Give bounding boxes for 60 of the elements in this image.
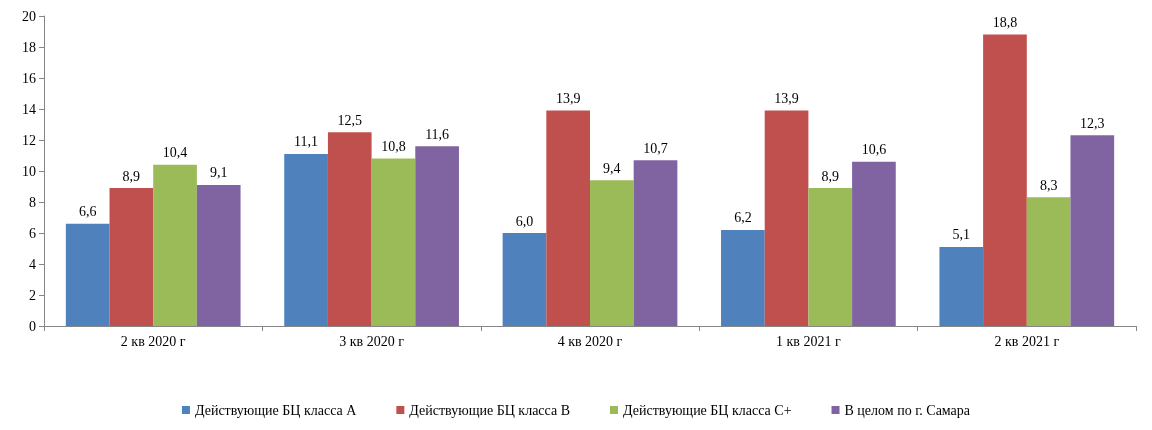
legend-label: Действующие БЦ класса В: [409, 402, 570, 418]
data-label: 8,9: [122, 168, 141, 184]
data-label: 12,3: [1080, 115, 1105, 131]
y-tick-label: 18: [22, 39, 36, 55]
data-label: 10,4: [162, 145, 188, 161]
legend-label: В целом по г. Самара: [844, 402, 971, 418]
bar: [983, 34, 1027, 326]
data-label: 8,3: [1039, 177, 1058, 193]
bar: [196, 184, 241, 326]
data-label: 18,8: [992, 15, 1018, 31]
bar: [721, 229, 765, 326]
data-label: 8,9: [821, 168, 839, 184]
bar: [939, 246, 984, 326]
y-tick-label: 10: [22, 163, 36, 179]
bar: [502, 233, 547, 326]
data-label: 9,1: [209, 165, 228, 181]
y-tick-label: 16: [22, 70, 36, 86]
legend-label: Действующие БЦ класса С+: [623, 402, 792, 418]
x-tick-label: 3 кв 2020 г: [339, 333, 405, 349]
bar: [109, 188, 154, 326]
x-tick-label: 2 кв 2020 г: [120, 333, 186, 349]
data-label: 10,8: [381, 139, 406, 155]
y-tick-label: 20: [22, 8, 36, 24]
bar: [546, 110, 590, 326]
bar: [633, 160, 678, 326]
data-label: 9,4: [603, 160, 621, 176]
data-label: 5,1: [952, 227, 971, 243]
data-label: 12,5: [337, 112, 363, 128]
data-label: 6,2: [734, 210, 752, 226]
bar: [371, 158, 416, 326]
data-label: 6,0: [515, 213, 534, 229]
bar: [65, 223, 110, 326]
bar: [590, 180, 634, 326]
x-tick-label: 4 кв 2020 г: [557, 333, 623, 349]
data-label: 13,9: [555, 91, 581, 107]
x-tick-label: 2 кв 2021 г: [994, 333, 1060, 349]
bar: [153, 164, 197, 326]
data-label: 13,9: [774, 91, 799, 107]
data-label: 10,6: [861, 142, 887, 158]
y-tick-label: 14: [22, 101, 36, 117]
y-tick-label: 4: [29, 256, 36, 272]
y-tick-label: 0: [29, 318, 36, 334]
bar: [1026, 197, 1071, 326]
bar: [1070, 135, 1115, 326]
data-label: 6,6: [78, 204, 97, 220]
data-label: 10,7: [643, 140, 668, 156]
bar: [327, 132, 372, 326]
bar: [284, 153, 328, 326]
y-tick-label: 8: [29, 194, 36, 210]
y-tick-label: 2: [29, 287, 36, 303]
bar: [764, 110, 809, 326]
data-label: 11,6: [425, 126, 450, 142]
y-tick-label: 6: [29, 225, 36, 241]
x-tick-label: 1 кв 2021 г: [776, 333, 841, 349]
bar: [852, 161, 896, 326]
legend-label: Действующие БЦ класса А: [194, 402, 358, 418]
y-tick-label: 12: [22, 132, 36, 148]
data-label: 11,1: [294, 134, 319, 150]
bar: [415, 146, 459, 326]
bar: [808, 188, 853, 326]
